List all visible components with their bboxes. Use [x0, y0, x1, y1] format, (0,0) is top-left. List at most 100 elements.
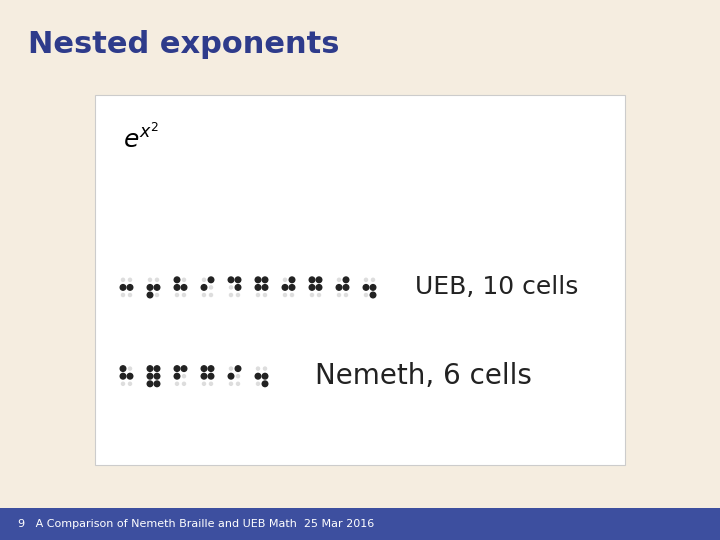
Circle shape — [282, 285, 288, 290]
FancyBboxPatch shape — [95, 95, 625, 465]
Circle shape — [147, 381, 153, 387]
Circle shape — [236, 293, 240, 296]
Circle shape — [262, 277, 268, 282]
Circle shape — [174, 285, 180, 290]
Circle shape — [372, 278, 374, 281]
Circle shape — [154, 285, 160, 290]
Circle shape — [120, 366, 126, 372]
Text: $e^{x^2}$: $e^{x^2}$ — [123, 123, 159, 153]
Circle shape — [255, 373, 261, 379]
Text: 9   A Comparison of Nemeth Braille and UEB Math  25 Mar 2016: 9 A Comparison of Nemeth Braille and UEB… — [18, 519, 374, 529]
Circle shape — [176, 293, 179, 296]
Circle shape — [236, 382, 240, 386]
Circle shape — [201, 285, 207, 290]
Circle shape — [127, 285, 132, 290]
Circle shape — [147, 285, 153, 290]
Circle shape — [182, 278, 186, 281]
Circle shape — [343, 285, 348, 290]
Circle shape — [122, 293, 125, 296]
Circle shape — [255, 277, 261, 282]
Circle shape — [182, 375, 186, 378]
Circle shape — [128, 382, 132, 386]
Circle shape — [128, 367, 132, 370]
Circle shape — [343, 277, 348, 282]
Circle shape — [202, 278, 205, 281]
Circle shape — [336, 285, 342, 290]
Bar — [0, 508, 720, 540]
Circle shape — [181, 285, 186, 290]
Circle shape — [202, 293, 205, 296]
Circle shape — [364, 278, 367, 281]
Circle shape — [147, 366, 153, 372]
Circle shape — [208, 366, 214, 372]
Circle shape — [128, 293, 132, 296]
Circle shape — [201, 366, 207, 372]
Circle shape — [182, 382, 186, 386]
Circle shape — [210, 286, 212, 289]
Circle shape — [289, 285, 294, 290]
Circle shape — [284, 278, 287, 281]
Circle shape — [156, 278, 158, 281]
Circle shape — [235, 285, 240, 290]
Circle shape — [147, 292, 153, 298]
Circle shape — [290, 293, 294, 296]
Circle shape — [256, 382, 259, 386]
Circle shape — [264, 367, 266, 370]
Circle shape — [122, 278, 125, 281]
Circle shape — [230, 293, 233, 296]
Circle shape — [202, 382, 205, 386]
Circle shape — [235, 277, 240, 282]
Circle shape — [228, 373, 234, 379]
Circle shape — [154, 366, 160, 372]
Circle shape — [127, 373, 132, 379]
Circle shape — [264, 293, 266, 296]
Circle shape — [148, 278, 151, 281]
Circle shape — [256, 367, 259, 370]
Circle shape — [174, 277, 180, 282]
Circle shape — [230, 382, 233, 386]
Text: Nemeth, 6 cells: Nemeth, 6 cells — [315, 362, 532, 390]
Circle shape — [122, 382, 125, 386]
Circle shape — [208, 277, 214, 282]
Circle shape — [230, 286, 233, 289]
Circle shape — [176, 382, 179, 386]
Circle shape — [128, 278, 132, 281]
Circle shape — [370, 285, 376, 290]
Circle shape — [309, 277, 315, 282]
Circle shape — [364, 293, 367, 296]
Circle shape — [262, 285, 268, 290]
Circle shape — [370, 292, 376, 298]
Circle shape — [154, 381, 160, 387]
Text: Nested exponents: Nested exponents — [28, 30, 340, 59]
Circle shape — [284, 293, 287, 296]
Circle shape — [318, 293, 320, 296]
Circle shape — [120, 285, 126, 290]
Circle shape — [316, 277, 322, 282]
Circle shape — [156, 293, 158, 296]
Circle shape — [289, 277, 294, 282]
Circle shape — [230, 367, 233, 370]
Circle shape — [338, 278, 341, 281]
Circle shape — [309, 285, 315, 290]
Circle shape — [338, 293, 341, 296]
Circle shape — [174, 366, 180, 372]
Circle shape — [228, 277, 234, 282]
Circle shape — [201, 373, 207, 379]
Circle shape — [174, 373, 180, 379]
Circle shape — [147, 373, 153, 379]
Circle shape — [182, 293, 186, 296]
Circle shape — [344, 293, 348, 296]
Circle shape — [262, 381, 268, 387]
Circle shape — [210, 293, 212, 296]
Circle shape — [120, 373, 126, 379]
Circle shape — [255, 285, 261, 290]
Circle shape — [181, 366, 186, 372]
Circle shape — [235, 366, 240, 372]
Circle shape — [236, 375, 240, 378]
Circle shape — [208, 373, 214, 379]
Circle shape — [363, 285, 369, 290]
Circle shape — [154, 373, 160, 379]
Circle shape — [262, 373, 268, 379]
Circle shape — [310, 293, 313, 296]
Circle shape — [210, 382, 212, 386]
